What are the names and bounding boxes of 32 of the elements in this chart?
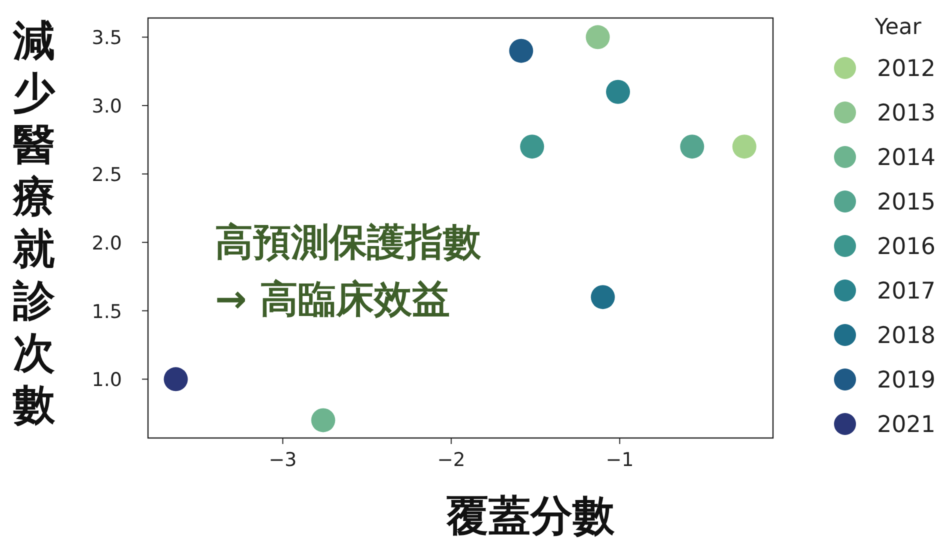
y-tick-label: 2.5 xyxy=(92,164,122,186)
x-tick-label: −2 xyxy=(437,449,466,471)
y-tick-label: 1.0 xyxy=(92,369,122,392)
annotation: → 高臨床效益 xyxy=(215,277,450,321)
y-tick-label: 3.5 xyxy=(92,27,122,50)
point xyxy=(509,38,534,63)
point xyxy=(520,134,544,159)
x-tick-label: −1 xyxy=(606,449,634,471)
point xyxy=(732,134,756,159)
legend-label: 2018 xyxy=(877,323,936,349)
x-axis-title: 覆蓋分數 xyxy=(446,491,616,539)
point xyxy=(606,80,630,104)
point xyxy=(680,134,704,159)
legend-title: Year xyxy=(874,15,922,40)
annotation: 高預測保護指數 xyxy=(215,220,482,264)
point xyxy=(164,367,188,392)
y-tick-label: 2.0 xyxy=(92,232,122,254)
x-tick-label: −3 xyxy=(268,449,297,471)
legend-label: 2013 xyxy=(877,100,936,126)
point xyxy=(590,285,615,310)
y-tick-label: 1.5 xyxy=(92,300,122,323)
point xyxy=(586,25,610,50)
legend-label: 2012 xyxy=(877,56,936,82)
point xyxy=(311,408,336,432)
legend-label: 2021 xyxy=(877,412,936,438)
legend-label: 2014 xyxy=(877,145,936,171)
y-axis-title: 減少醫療就診次數 xyxy=(12,16,56,429)
legend-label: 2019 xyxy=(877,368,936,394)
legend-label: 2016 xyxy=(877,234,936,260)
y-tick-label: 3.0 xyxy=(92,96,122,118)
legend-label: 2015 xyxy=(877,190,936,216)
legend-label: 2017 xyxy=(877,278,936,304)
